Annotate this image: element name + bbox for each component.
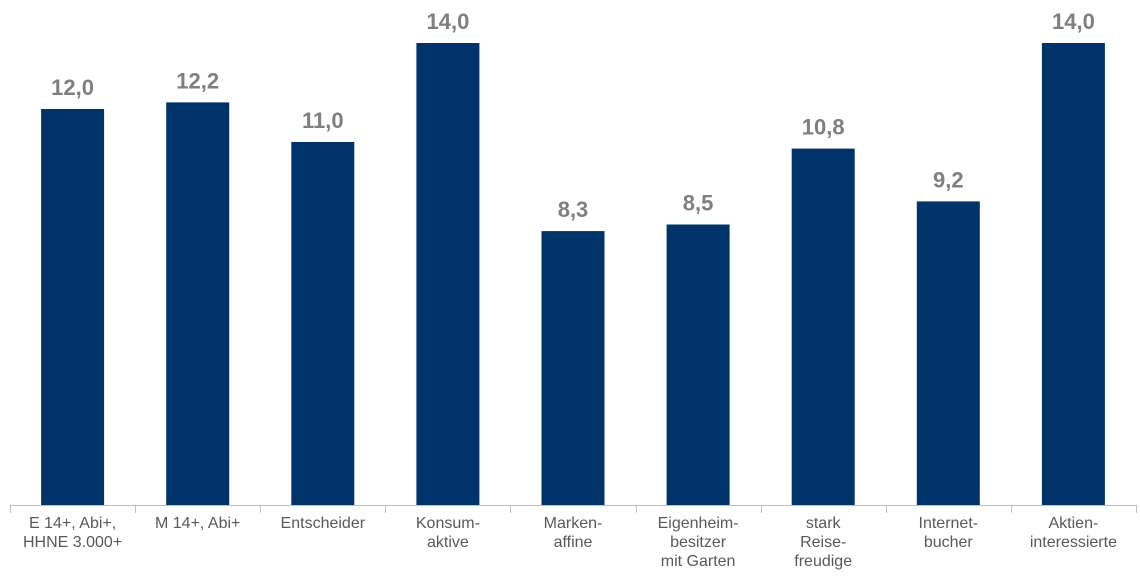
category-label-line: Aktien- — [1049, 515, 1099, 532]
category-label-line: M 14+, Abi+ — [155, 515, 240, 532]
category-label-line: Entscheider — [281, 515, 366, 532]
bar-5 — [666, 224, 730, 505]
value-label-4: 8,3 — [558, 197, 589, 222]
bar-6 — [791, 148, 855, 505]
category-label-line: HHNE 3.000+ — [23, 534, 122, 551]
bar-2 — [291, 142, 355, 505]
category-label-0: E 14+, Abi+, HHNE 3.000+ — [23, 515, 122, 551]
bar-7 — [916, 201, 980, 505]
bar-8 — [1041, 43, 1105, 505]
bars-group — [41, 43, 1105, 506]
category-label-line: E 14+, Abi+, — [29, 515, 116, 532]
category-label-line: Konsum- — [416, 515, 480, 532]
value-label-6: 10,8 — [802, 115, 845, 140]
bar-1 — [166, 102, 230, 506]
value-label-5: 8,5 — [683, 191, 714, 216]
category-label-line: Reise- — [800, 534, 846, 551]
value-label-7: 9,2 — [933, 167, 964, 192]
category-label-line: aktive — [427, 534, 469, 551]
category-label-line: Internet- — [919, 515, 979, 532]
category-label-8: Aktien-interessierte — [1030, 515, 1117, 551]
category-label-line: Marken- — [544, 515, 603, 532]
category-label-1: M 14+, Abi+ — [155, 515, 240, 532]
bar-0 — [41, 109, 105, 505]
category-label-2: Entscheider — [281, 515, 366, 532]
value-label-2: 11,0 — [302, 108, 344, 133]
category-label-line: affine — [554, 534, 593, 551]
value-label-1: 12,2 — [176, 68, 219, 93]
category-label-3: Konsum-aktive — [416, 515, 480, 551]
category-label-line: bucher — [924, 534, 974, 551]
category-label-6: stark Reise-freudige — [794, 515, 852, 570]
category-label-line: mit Garten — [661, 553, 736, 570]
bar-3 — [416, 43, 480, 505]
category-label-line: stark — [806, 515, 842, 532]
category-label-line: Eigenheim- — [658, 515, 739, 532]
value-label-3: 14,0 — [426, 9, 469, 34]
category-label-7: Internet-bucher — [919, 515, 979, 551]
category-label-5: Eigenheim-besitzer mit Garten — [658, 515, 739, 570]
bar-4 — [541, 231, 605, 505]
category-label-line: freudige — [794, 553, 852, 570]
value-label-0: 12,0 — [51, 75, 94, 100]
category-label-line: besitzer — [670, 534, 727, 551]
category-label-line: interessierte — [1030, 534, 1117, 551]
category-labels-group: E 14+, Abi+, HHNE 3.000+ M 14+, Abi+ Entsch… — [23, 515, 1117, 570]
category-label-4: Marken-affine — [544, 515, 603, 551]
value-label-8: 14,0 — [1052, 9, 1095, 34]
value-labels-group: 12,0 12,2 11,0 14,0 8,3 8,5 10,8 9,2 14,0 — [51, 9, 1095, 222]
x-axis — [10, 505, 1137, 513]
